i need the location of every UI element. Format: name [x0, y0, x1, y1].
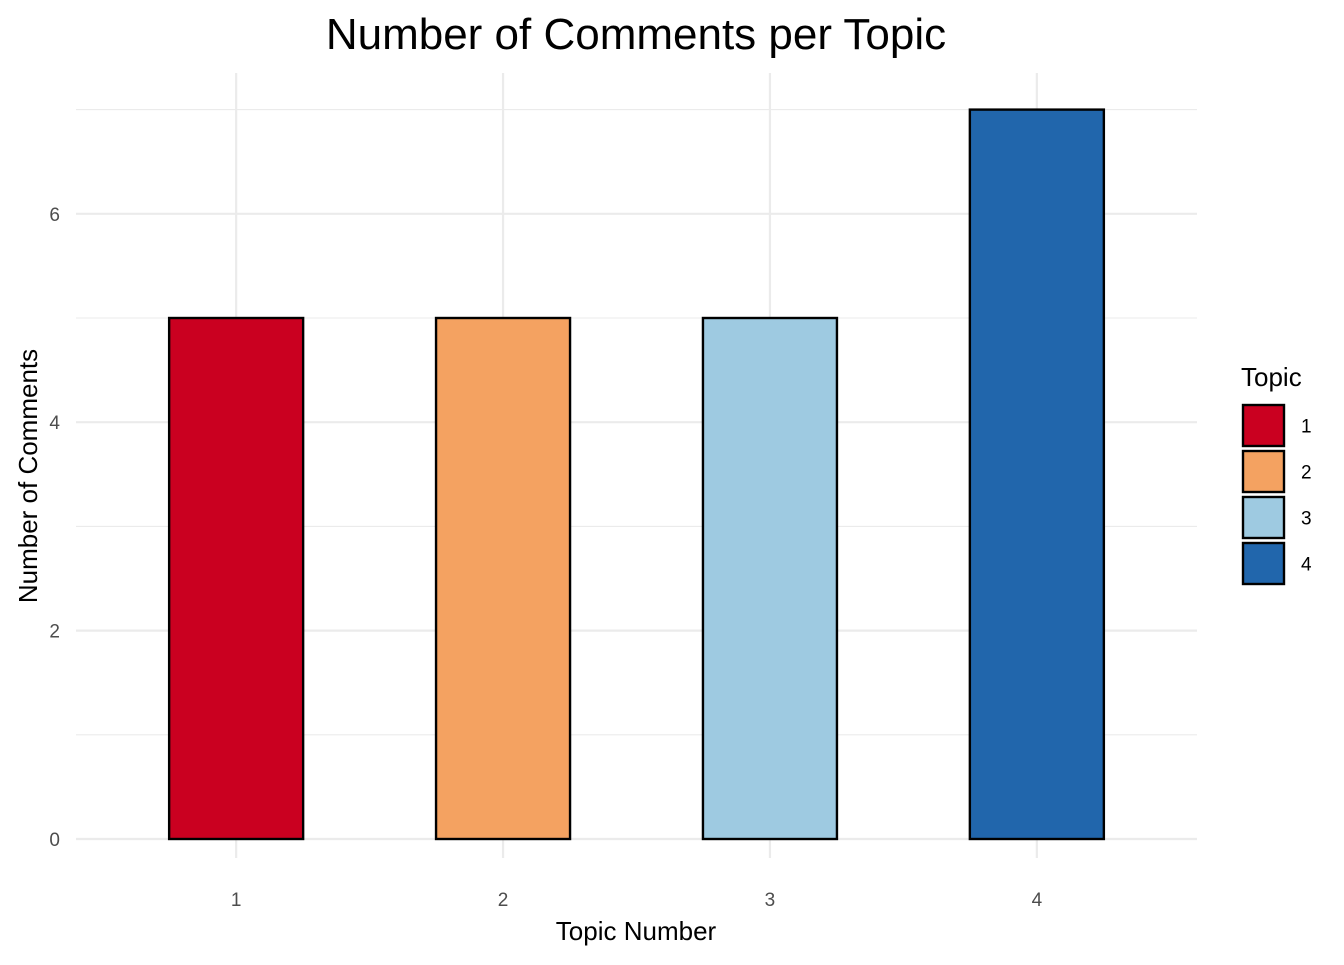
bar-topic-2 [434, 316, 572, 841]
y-axis-title: Number of Comments [13, 349, 43, 603]
bar-topic-3 [701, 316, 839, 841]
legend-label: 1 [1301, 417, 1312, 438]
x-tick-label: 4 [1032, 890, 1043, 911]
x-tick-label: 2 [498, 890, 509, 911]
bars [167, 108, 1106, 841]
legend-key-4 [1241, 541, 1286, 586]
x-axis-ticks: 1 2 3 4 [231, 890, 1043, 911]
bar-topic-4 [968, 108, 1106, 841]
legend-label: 3 [1301, 509, 1312, 530]
legend: Topic 1 2 3 4 [1241, 362, 1312, 586]
bar-topic-1 [167, 316, 305, 841]
legend-key-2 [1241, 449, 1286, 494]
x-tick-label: 1 [231, 890, 242, 911]
legend-label: 4 [1301, 555, 1312, 576]
x-axis-title: Topic Number [556, 916, 717, 946]
y-tick-label: 0 [49, 830, 60, 851]
y-axis-ticks: 0 2 4 6 [49, 205, 60, 851]
y-tick-label: 6 [49, 205, 60, 226]
y-tick-label: 2 [49, 622, 60, 643]
chart-title: Number of Comments per Topic [326, 10, 946, 59]
legend-title: Topic [1241, 362, 1302, 392]
legend-key-3 [1241, 495, 1286, 540]
y-tick-label: 4 [49, 413, 60, 434]
legend-key-1 [1241, 403, 1286, 448]
legend-label: 2 [1301, 463, 1312, 484]
x-tick-label: 3 [765, 890, 776, 911]
